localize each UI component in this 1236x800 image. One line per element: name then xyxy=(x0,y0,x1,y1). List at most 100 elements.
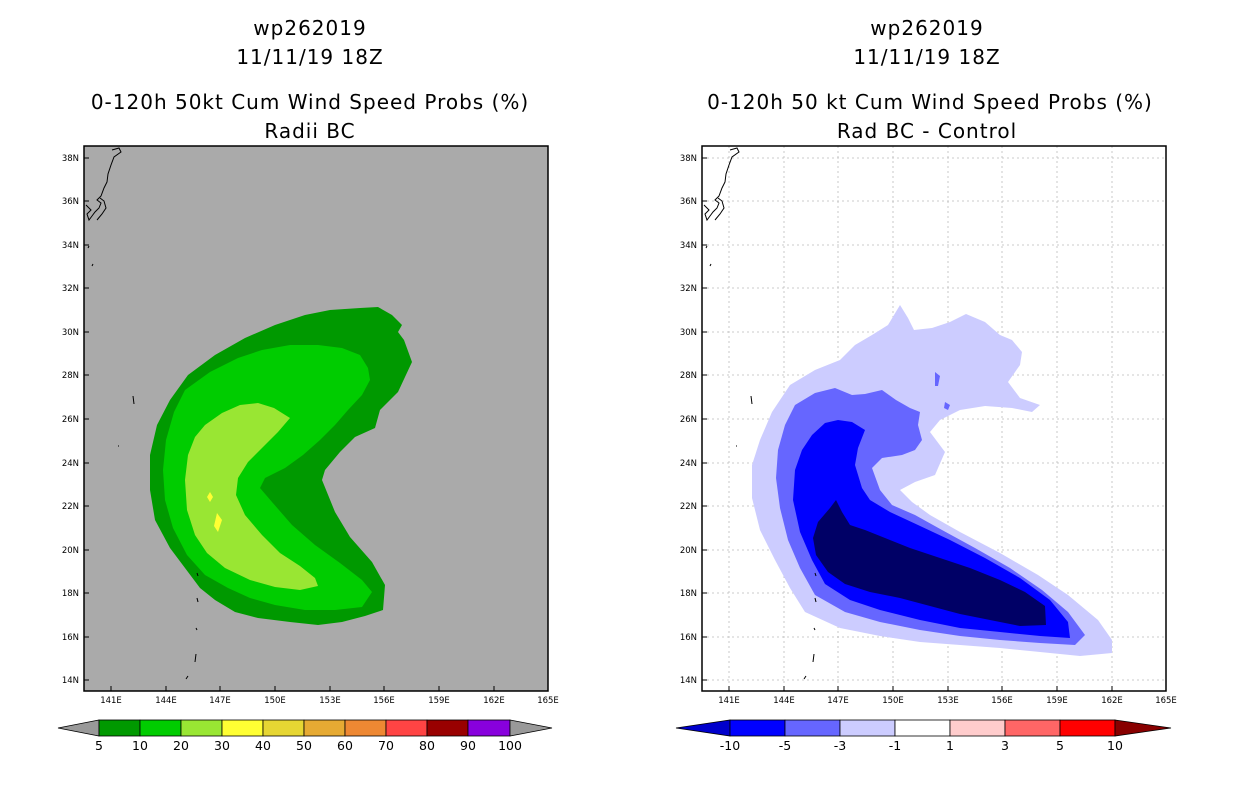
lat-label: 18N xyxy=(680,589,697,599)
colorbar-swatch xyxy=(98,719,141,737)
lon-label: 153E xyxy=(937,696,959,706)
left-lat-labels: 38N 36N 34N 32N 30N 28N 26N 24N 22N 20N … xyxy=(62,154,79,686)
lat-label: 38N xyxy=(62,154,79,164)
right-map: 38N 36N 34N 32N 30N 28N 26N 24N 22N 20N … xyxy=(680,145,1177,706)
colorbar-swatch xyxy=(1004,719,1061,737)
colorbar-arrow-low xyxy=(675,719,731,737)
right-chart-title: 0-120h 50 kt Cum Wind Speed Probs (%) xyxy=(707,90,1153,114)
lat-label: 36N xyxy=(680,197,697,207)
lon-label: 153E xyxy=(319,696,341,706)
colorbar-swatch xyxy=(1059,719,1116,737)
lon-label: 162E xyxy=(483,696,505,706)
lat-label: 34N xyxy=(680,241,697,251)
colorbar-arrow-low xyxy=(57,719,100,737)
colorbar-label: 10 xyxy=(132,738,148,753)
right-lon-ticks xyxy=(728,686,1167,691)
prob-region-20 xyxy=(185,403,318,590)
colorbar-label: 40 xyxy=(255,738,271,753)
colorbar-swatch xyxy=(949,719,1006,737)
lon-label: 150E xyxy=(882,696,904,706)
right-lat-labels: 38N 36N 34N 32N 30N 28N 26N 24N 22N 20N … xyxy=(680,154,697,686)
lon-label: 165E xyxy=(537,696,559,706)
coastline xyxy=(85,147,199,680)
prob-region-30 xyxy=(214,513,222,532)
colorbar-label: 3 xyxy=(1001,738,1009,753)
lat-label: 14N xyxy=(62,676,79,686)
coastline xyxy=(703,147,817,680)
colorbar-swatch xyxy=(303,719,346,737)
right-chart-subtitle: Rad BC - Control xyxy=(836,119,1018,143)
colorbar-swatch xyxy=(729,719,786,737)
colorbar-swatch xyxy=(839,719,896,737)
colorbar-label: -1 xyxy=(889,738,901,753)
left-colorbar xyxy=(57,719,553,737)
diff-region-minus10 xyxy=(813,500,1046,626)
lat-label: 36N xyxy=(62,197,79,207)
lon-label: 147E xyxy=(209,696,231,706)
lat-label: 28N xyxy=(62,371,79,381)
colorbar-swatch xyxy=(344,719,387,737)
left-chart-title: 0-120h 50kt Cum Wind Speed Probs (%) xyxy=(90,90,530,114)
lat-label: 30N xyxy=(680,328,697,338)
right-datetime: 11/11/19 18Z xyxy=(853,45,1001,69)
lon-label: 144E xyxy=(155,696,177,706)
lon-label: 150E xyxy=(264,696,286,706)
left-datetime: 11/11/19 18Z xyxy=(236,45,384,69)
prob-region-30 xyxy=(207,492,213,502)
left-colorbar-labels: 5 10 20 30 40 50 60 70 80 90 100 xyxy=(95,738,522,753)
lon-label: 144E xyxy=(773,696,795,706)
colorbar-label: 70 xyxy=(378,738,394,753)
colorbar-label: -10 xyxy=(720,738,740,753)
lat-label: 20N xyxy=(62,546,79,556)
colorbar-label: 100 xyxy=(498,738,522,753)
colorbar-swatch xyxy=(262,719,305,737)
colorbar-label: 30 xyxy=(214,738,230,753)
colorbar-label: 20 xyxy=(173,738,189,753)
lat-label: 16N xyxy=(680,633,697,643)
diff-region-minus3 xyxy=(944,402,950,410)
colorbar-label: 5 xyxy=(95,738,103,753)
lon-label: 141E xyxy=(100,696,122,706)
lon-label: 162E xyxy=(1101,696,1123,706)
colorbar-label: 60 xyxy=(337,738,353,753)
colorbar-arrow-high xyxy=(509,719,553,737)
left-storm-id: wp262019 xyxy=(253,16,367,40)
lon-label: 156E xyxy=(373,696,395,706)
colorbar-swatch xyxy=(221,719,264,737)
diff-region-minus3 xyxy=(935,372,940,386)
right-colorbar-labels: -10 -5 -3 -1 1 3 5 10 xyxy=(720,738,1123,753)
lon-label: 165E xyxy=(1155,696,1177,706)
lat-label: 30N xyxy=(62,328,79,338)
colorbar-label: 90 xyxy=(460,738,476,753)
lon-label: 147E xyxy=(827,696,849,706)
lat-label: 34N xyxy=(62,241,79,251)
colorbar-arrow-high xyxy=(1114,719,1172,737)
lat-label: 20N xyxy=(680,546,697,556)
colorbar-label: 5 xyxy=(1056,738,1064,753)
lat-label: 26N xyxy=(62,415,79,425)
left-lat-ticks xyxy=(84,157,89,681)
right-colorbar xyxy=(675,719,1172,737)
colorbar-swatch xyxy=(385,719,428,737)
lat-label: 24N xyxy=(62,459,79,469)
colorbar-swatch xyxy=(180,719,223,737)
lat-label: 22N xyxy=(680,502,697,512)
colorbar-swatch xyxy=(467,719,511,737)
right-storm-id: wp262019 xyxy=(870,16,984,40)
colorbar-label: 1 xyxy=(946,738,954,753)
left-lon-labels: 141E 144E 147E 150E 153E 156E 159E 162E … xyxy=(100,696,559,706)
colorbar-label: 50 xyxy=(296,738,312,753)
colorbar-label: 10 xyxy=(1107,738,1123,753)
lat-label: 16N xyxy=(62,633,79,643)
lat-label: 14N xyxy=(680,676,697,686)
lon-label: 159E xyxy=(1046,696,1068,706)
lat-label: 38N xyxy=(680,154,697,164)
colorbar-label: -5 xyxy=(779,738,791,753)
lat-label: 32N xyxy=(680,284,697,294)
lon-label: 156E xyxy=(991,696,1013,706)
lat-label: 22N xyxy=(62,502,79,512)
colorbar-swatch xyxy=(784,719,841,737)
left-lon-ticks xyxy=(110,686,549,691)
right-lon-labels: 141E 144E 147E 150E 153E 156E 159E 162E … xyxy=(718,696,1177,706)
